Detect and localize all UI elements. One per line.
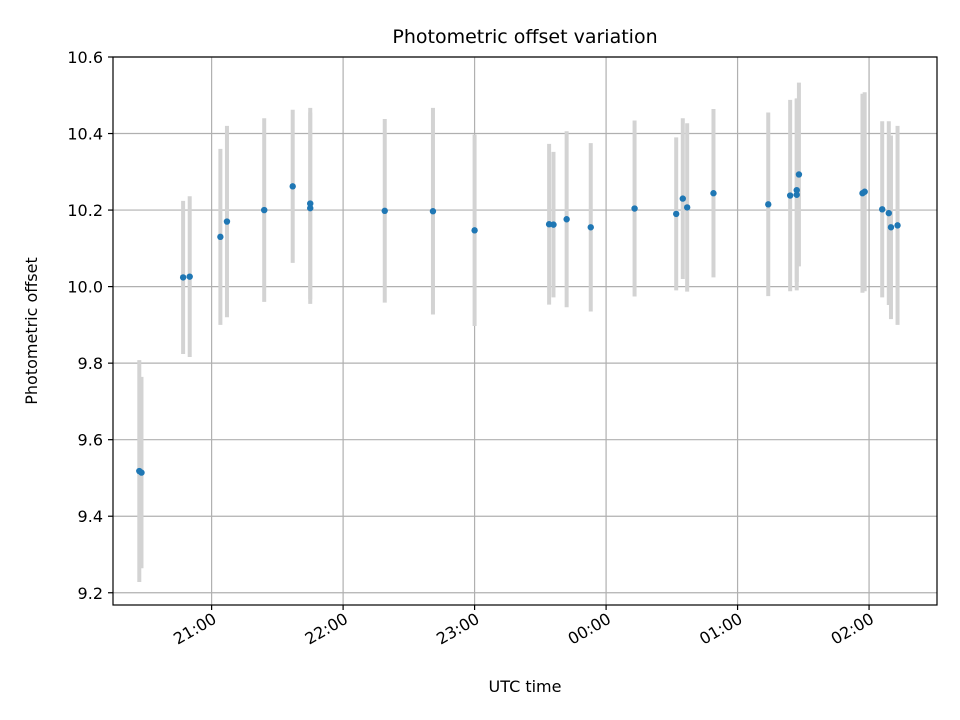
y-tick-label: 9.6: [78, 431, 103, 450]
data-point: [879, 206, 886, 213]
data-point: [186, 273, 193, 280]
data-point: [587, 224, 594, 231]
y-tick-label: 9.2: [78, 584, 103, 603]
data-point: [793, 191, 800, 198]
data-point: [381, 207, 388, 215]
data-point: [550, 221, 557, 228]
x-axis-label: UTC time: [489, 677, 562, 696]
data-point: [261, 206, 268, 214]
data-point: [795, 171, 803, 178]
chart-title: Photometric offset variation: [392, 26, 657, 48]
y-tick-label: 10.2: [67, 201, 103, 220]
data-point: [894, 222, 901, 229]
data-point: [179, 274, 187, 281]
data-point: [710, 190, 717, 197]
data-point: [307, 204, 314, 212]
data-point: [138, 469, 145, 476]
data-point: [885, 209, 892, 217]
y-tick-label: 10.6: [67, 48, 103, 67]
data-point: [793, 186, 800, 194]
data-point: [679, 195, 686, 202]
data-point: [683, 204, 691, 211]
data-point: [673, 210, 680, 218]
y-axis: 9.2 9.4 9.6 9.8 10.0 10.2 10.4 10.6: [67, 48, 113, 603]
data-point: [471, 227, 478, 234]
data-points: [136, 171, 901, 476]
y-tick-label: 10.4: [67, 125, 103, 144]
data-point: [631, 205, 638, 212]
data-point: [786, 192, 794, 199]
y-tick-label: 9.8: [78, 354, 103, 373]
data-point: [217, 233, 224, 241]
data-point: [765, 201, 772, 208]
data-point: [307, 200, 314, 207]
data-point: [563, 216, 570, 223]
data-point: [429, 208, 437, 215]
y-tick-label: 9.4: [78, 507, 103, 526]
y-tick-label: 10.0: [67, 278, 103, 297]
data-point: [223, 218, 231, 225]
data-point: [887, 224, 895, 231]
y-axis-label: Photometric offset: [22, 257, 41, 405]
data-point: [861, 188, 868, 195]
data-point: [289, 183, 296, 190]
plot-frame: [112, 56, 938, 606]
